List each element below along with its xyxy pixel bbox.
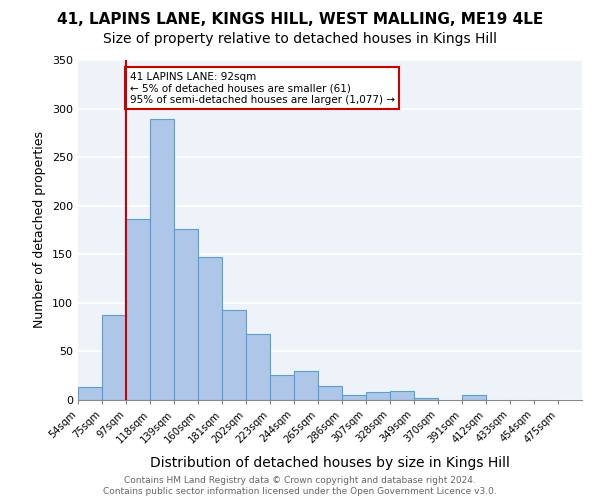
Bar [126, 220, 150, 400]
Text: Size of property relative to detached houses in Kings Hill: Size of property relative to detached ho… [103, 32, 497, 46]
X-axis label: Distribution of detached houses by size in Kings Hill: Distribution of detached houses by size … [150, 456, 510, 470]
Bar [462, 395, 486, 400]
Bar [390, 392, 414, 400]
Bar [318, 386, 342, 400]
Bar [102, 316, 126, 400]
Bar [150, 120, 174, 400]
Text: Contains HM Land Registry data © Crown copyright and database right 2024.: Contains HM Land Registry data © Crown c… [124, 476, 476, 485]
Bar [78, 388, 102, 400]
Bar [414, 398, 438, 400]
Y-axis label: Number of detached properties: Number of detached properties [34, 132, 46, 328]
Text: 41 LAPINS LANE: 92sqm
← 5% of detached houses are smaller (61)
95% of semi-detac: 41 LAPINS LANE: 92sqm ← 5% of detached h… [130, 72, 395, 105]
Text: 41, LAPINS LANE, KINGS HILL, WEST MALLING, ME19 4LE: 41, LAPINS LANE, KINGS HILL, WEST MALLIN… [57, 12, 543, 28]
Bar [270, 374, 294, 400]
Bar [342, 395, 366, 400]
Bar [198, 257, 222, 400]
Bar [222, 310, 246, 400]
Text: Contains public sector information licensed under the Open Government Licence v3: Contains public sector information licen… [103, 487, 497, 496]
Bar [294, 371, 318, 400]
Bar [246, 334, 270, 400]
Bar [174, 229, 198, 400]
Bar [366, 392, 390, 400]
